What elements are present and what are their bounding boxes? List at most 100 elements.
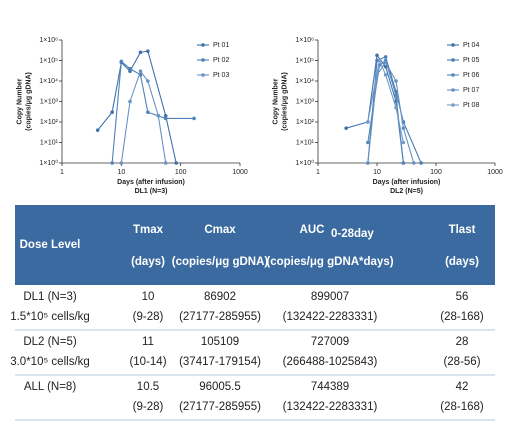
table-cell: (28-168) <box>440 401 484 413</box>
table-header: (days) <box>131 256 165 268</box>
data-point <box>163 161 168 165</box>
data-point <box>401 126 406 130</box>
x-tick-label: 10 <box>117 169 125 176</box>
data-point <box>401 161 406 165</box>
legend-marker <box>201 43 205 47</box>
table-cell: (266488-1025843) <box>283 356 378 368</box>
table-cell: (37417-179154) <box>179 356 261 368</box>
data-point <box>146 110 150 115</box>
table-cell: (9-28) <box>133 311 164 323</box>
data-point <box>411 161 416 165</box>
table-cell: 86902 <box>204 291 236 303</box>
y-axis-label-line: Copy Number <box>16 78 23 124</box>
table-header: (days) <box>445 256 479 268</box>
data-point <box>383 73 388 77</box>
table-header-sub: 0-28day <box>331 228 374 240</box>
y-tick-label: 1×10⁵ <box>39 57 58 64</box>
table-cell: (27177-285955) <box>179 401 261 413</box>
table-header: Cmax <box>204 224 236 236</box>
table-cell: (132422-2283331) <box>283 311 378 323</box>
data-point <box>146 79 150 83</box>
series-line <box>97 50 177 164</box>
data-point <box>138 69 143 74</box>
table-cell: DL1 (N=3) <box>23 291 77 303</box>
y-axis-label-line: (copies/μg gDNA) <box>25 72 32 131</box>
data-point <box>383 55 388 59</box>
table-cell: (27177-285955) <box>179 311 261 323</box>
y-tick-label: 1×10⁵ <box>295 57 314 64</box>
table-header: AUC <box>300 224 325 236</box>
table-header: Tmax <box>133 224 164 236</box>
legend-label: Pt 07 <box>463 87 479 94</box>
data-point <box>383 64 388 69</box>
legend-marker <box>451 58 455 62</box>
series-line <box>345 53 404 164</box>
legend-label: Pt 04 <box>463 42 479 49</box>
table-cell: (10-14) <box>129 356 166 368</box>
legend-label: Pt 05 <box>463 57 479 64</box>
legend-label: Pt 08 <box>463 102 479 109</box>
data-point <box>138 50 143 55</box>
data-point <box>163 116 168 121</box>
data-point <box>394 93 398 98</box>
table-cell: 105109 <box>201 336 239 348</box>
data-point <box>146 49 150 53</box>
y-tick-label: 1×10⁴ <box>295 78 314 85</box>
data-point <box>401 140 406 145</box>
y-tick-label: 1×10¹ <box>296 139 315 146</box>
series-line <box>367 56 422 164</box>
y-tick-label: 1×10⁰ <box>295 159 314 167</box>
table-cell: 42 <box>456 381 469 393</box>
table-cell: 56 <box>456 291 469 303</box>
table-cell: ALL (N=8) <box>24 381 76 393</box>
table-cell: 28 <box>456 336 469 348</box>
data-point <box>419 161 423 165</box>
table-cell: 1.5*10⁵ cells/kg <box>10 311 90 323</box>
table-cell: (28-168) <box>440 311 484 323</box>
legend-label: Pt 06 <box>463 72 479 79</box>
legend-label: Pt 02 <box>213 57 229 64</box>
table-header: (copies/μg gDNA*days) <box>266 256 393 268</box>
x-tick-label: 100 <box>430 169 442 176</box>
table-cell: 10 <box>142 291 155 303</box>
y-tick-label: 1×10⁰ <box>39 159 58 167</box>
y-axis-label-line: Copy Number <box>272 78 279 124</box>
y-axis-label: Copy Number (copies/μg gDNA) <box>16 72 32 131</box>
table-cell: 727009 <box>311 336 349 348</box>
table-header-bg <box>15 205 495 285</box>
data-point <box>192 116 196 121</box>
data-point <box>110 161 114 165</box>
y-tick-label: 1×10³ <box>40 98 59 105</box>
series-line <box>111 60 195 164</box>
x-tick-label: 1000 <box>232 169 248 176</box>
data-point <box>366 140 370 145</box>
data-point <box>394 79 398 83</box>
data-point <box>128 69 132 74</box>
data-point <box>156 114 161 118</box>
table-cell: (132422-2283331) <box>283 401 378 413</box>
data-point <box>375 53 379 58</box>
legend-marker <box>451 103 455 107</box>
x-axis-label: Days (after infusion) <box>117 179 185 186</box>
table-cell: 3.0*10⁵ cells/kg <box>10 356 90 368</box>
legend-marker <box>451 88 455 92</box>
table-header: (copies/μg gDNA) <box>172 256 269 268</box>
y-tick-label: 1×10¹ <box>40 139 59 146</box>
table-cell: 10.5 <box>137 381 159 393</box>
y-tick-label: 1×10⁶ <box>39 37 58 44</box>
table-cell: 11 <box>142 336 154 348</box>
table-cell: (28-56) <box>443 356 480 368</box>
data-point <box>128 99 132 104</box>
y-axis-label-line: (copies/μg gDNA) <box>281 72 288 131</box>
x-tick-label: 1 <box>60 169 64 176</box>
y-tick-label: 1×10⁶ <box>295 37 314 44</box>
data-point <box>174 161 178 165</box>
x-tick-label: 100 <box>175 169 187 176</box>
legend-marker <box>451 43 455 47</box>
data-point <box>128 66 132 71</box>
legend-label: Pt 01 <box>213 42 229 49</box>
y-tick-label: 1×10³ <box>296 98 315 105</box>
data-point <box>344 126 348 130</box>
table-cell: 899007 <box>311 291 349 303</box>
